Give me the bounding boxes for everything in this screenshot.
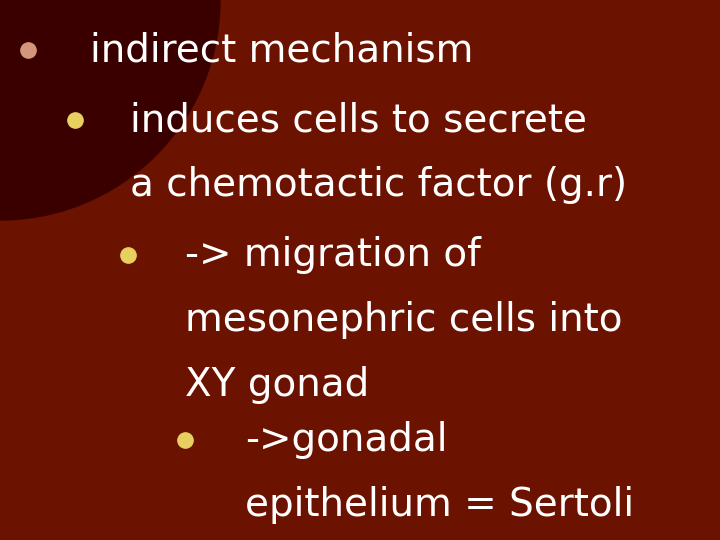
Text: -> migration of: -> migration of	[185, 236, 481, 274]
Text: a chemotactic factor (g.r): a chemotactic factor (g.r)	[130, 166, 627, 204]
Circle shape	[0, 0, 220, 220]
Text: XY gonad: XY gonad	[185, 366, 369, 404]
Text: ->gonadal: ->gonadal	[245, 421, 448, 459]
Text: induces cells to secrete: induces cells to secrete	[130, 101, 587, 139]
Text: epithelium = Sertoli: epithelium = Sertoli	[245, 486, 634, 524]
Text: mesonephric cells into: mesonephric cells into	[185, 301, 623, 339]
Text: indirect mechanism: indirect mechanism	[90, 31, 473, 69]
